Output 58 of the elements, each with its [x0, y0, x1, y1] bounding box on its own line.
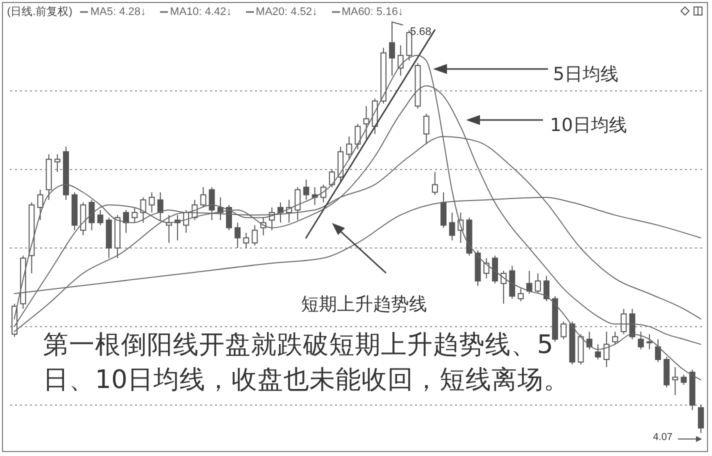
candlestick	[518, 288, 524, 302]
candlestick	[303, 179, 310, 200]
candlestick	[629, 308, 636, 340]
candlestick	[97, 209, 104, 226]
annotation: 短期上升趋势线	[301, 294, 427, 316]
candlestick	[157, 192, 164, 221]
candlestick	[646, 334, 652, 350]
candlestick	[54, 154, 60, 172]
candlestick	[655, 338, 662, 363]
candlestick	[132, 206, 138, 224]
candlestick	[208, 186, 215, 221]
candlestick	[140, 196, 146, 224]
candlestick	[492, 255, 498, 284]
candlestick	[320, 184, 326, 203]
candlestick	[234, 222, 241, 249]
candlestick	[483, 258, 490, 279]
annotation: 5.68	[410, 26, 432, 38]
candlestick	[389, 25, 396, 76]
candlestick	[543, 275, 550, 302]
candlestick	[200, 186, 206, 208]
chart-title: (日线.前复权)	[7, 6, 72, 18]
candlestick	[37, 189, 44, 221]
candlestick	[243, 232, 250, 249]
candlestick	[123, 209, 130, 234]
candlestick	[449, 212, 456, 241]
annotation: 4.07	[653, 432, 672, 443]
candlestick	[594, 344, 601, 360]
legend-label: MA5: 4.28↓	[90, 6, 146, 18]
candlestick	[560, 320, 567, 340]
candlestick	[680, 374, 687, 386]
candlestick	[526, 270, 532, 294]
candlestick	[604, 331, 610, 368]
legend-label: MA60: 5.16↓	[342, 6, 404, 18]
candlestick	[148, 192, 155, 214]
candlestick	[432, 171, 438, 196]
annotation: 第一根倒阳线开盘就跌破短期上升趋势线、5日、10日均线，收盘也未能收回，短线离场。	[43, 330, 570, 396]
candlestick	[440, 192, 447, 228]
candlestick	[534, 272, 541, 294]
candlestick	[294, 186, 301, 221]
candlestick	[620, 308, 627, 335]
candlestick	[398, 44, 404, 76]
candlestick	[252, 224, 258, 246]
candlestick	[354, 123, 361, 150]
candlestick	[328, 168, 335, 188]
candlestick	[586, 331, 592, 350]
candlestick	[88, 199, 95, 231]
candlestick	[406, 30, 412, 61]
legend-label: MA20: 4.52↓	[256, 6, 318, 18]
candlestick	[672, 366, 678, 396]
annotation: 5日均线	[553, 64, 618, 86]
candlestick	[638, 331, 644, 350]
candlestick	[698, 404, 704, 433]
candlestick	[612, 331, 618, 345]
candlestick	[346, 136, 352, 160]
candlestick	[363, 106, 370, 140]
legend-label: MA10: 4.42↓	[170, 6, 232, 18]
annotation: 10日均线	[550, 115, 627, 136]
candlestick	[423, 113, 430, 145]
